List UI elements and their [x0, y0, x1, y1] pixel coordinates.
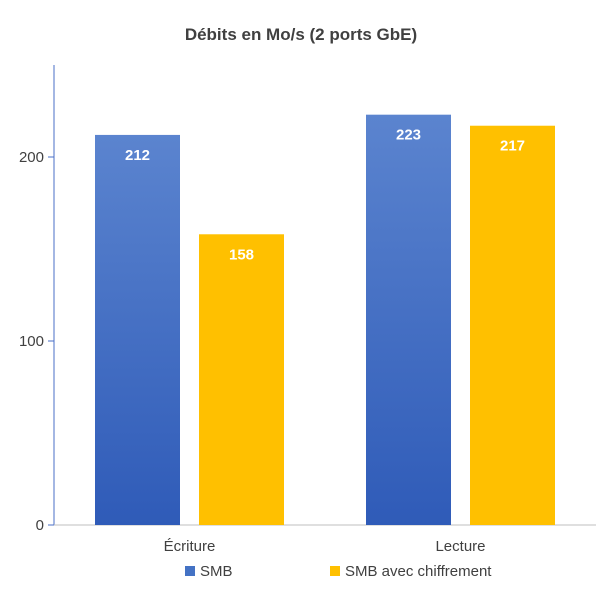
y-tick-label: 100: [19, 333, 44, 350]
x-tick-label: Écriture: [164, 538, 216, 555]
legend-label: SMB: [200, 563, 233, 580]
data-label: 212: [125, 147, 150, 164]
data-label: 158: [229, 246, 254, 263]
data-label: 217: [500, 138, 525, 155]
x-tick-label: Lecture: [435, 538, 485, 555]
bars: [95, 114, 555, 526]
data-labels: 212 158 223 217: [125, 127, 525, 264]
legend: SMB SMB avec chiffrement: [185, 563, 492, 580]
y-tick-label: 200: [19, 149, 44, 166]
bar-smb-chiffrement-1: [470, 125, 555, 525]
chart-title: Débits en Mo/s (2 ports GbE): [185, 25, 417, 44]
legend-swatch: [185, 566, 195, 576]
y-tick-label: 0: [36, 517, 44, 534]
bar-smb-chiffrement-0: [199, 234, 284, 525]
legend-label: SMB avec chiffrement: [345, 563, 492, 580]
bar-smb-1: [366, 114, 451, 526]
data-label: 223: [396, 127, 421, 144]
bar-smb-0: [95, 134, 180, 526]
legend-swatch: [330, 566, 340, 576]
